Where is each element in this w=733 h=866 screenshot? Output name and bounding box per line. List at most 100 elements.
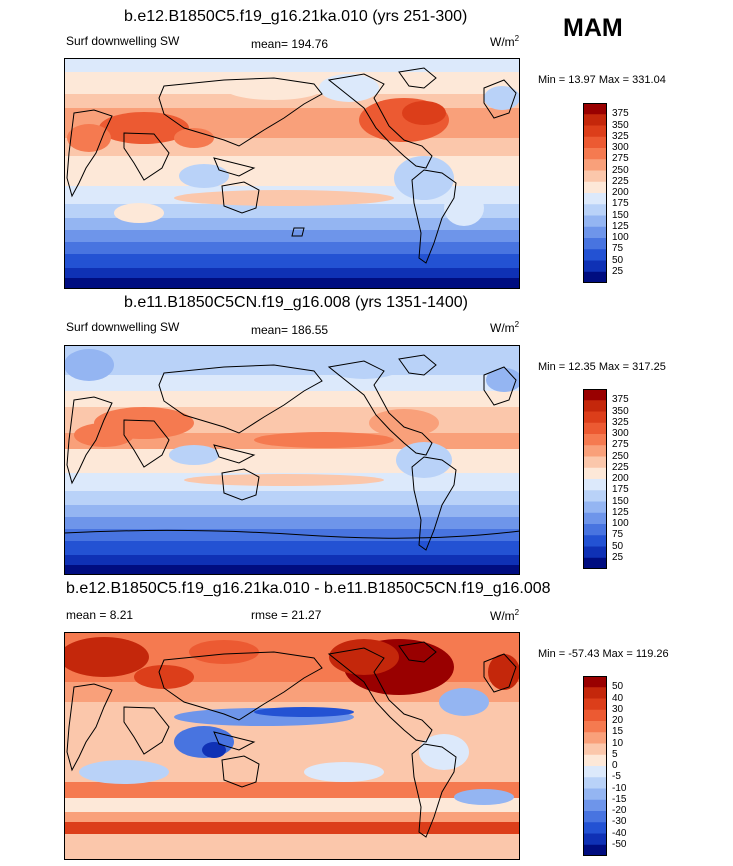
colorbar-swatch	[583, 389, 607, 401]
colorbar-tick-label: 100	[612, 518, 629, 529]
colorbar-tick-label: 275	[612, 153, 629, 165]
colorbar-swatch	[583, 799, 607, 812]
colorbar-swatch	[583, 204, 607, 216]
colorbar-tick-label: 375	[612, 394, 629, 406]
panel-2-units: W/m2	[490, 320, 520, 335]
colorbar-tick-label: 40	[612, 692, 624, 704]
colorbar-swatch	[583, 136, 607, 149]
colorbar-tick-label: 30	[612, 703, 624, 715]
colorbar-swatch	[583, 709, 607, 722]
panel-3-mean-label: mean = 8.21	[66, 608, 134, 622]
colorbar-swatch	[583, 400, 607, 412]
colorbar-tick-label: 300	[612, 142, 629, 153]
panel-2-map	[64, 345, 520, 575]
colorbar-swatch	[583, 687, 607, 699]
colorbar-swatch	[583, 524, 607, 536]
panel-2-colorbar	[583, 389, 607, 569]
colorbar-tick-label: 175	[612, 198, 629, 210]
panel-3-title: b.e12.B1850C5.f19_g16.21ka.010 - b.e11.B…	[66, 580, 551, 597]
colorbar-tick-label: 125	[612, 220, 629, 232]
colorbar-swatch	[583, 479, 607, 491]
colorbar-tick-label: 325	[612, 130, 629, 142]
colorbar-tick-label: 15	[612, 726, 624, 738]
colorbar-tick-label: -10	[612, 782, 627, 794]
colorbar-swatch	[583, 411, 607, 424]
colorbar-tick-label: 225	[612, 175, 629, 187]
colorbar-swatch	[583, 676, 607, 688]
colorbar-swatch	[583, 721, 607, 733]
colorbar-swatch	[583, 754, 607, 767]
colorbar-swatch	[583, 238, 607, 250]
panel-1-title: b.e12.B1850C5.f19_g16.21ka.010 (yrs 251-…	[124, 8, 468, 25]
colorbar-tick-label: -20	[612, 805, 627, 816]
colorbar-swatch	[583, 490, 607, 502]
colorbar-tick-label: 375	[612, 108, 629, 120]
colorbar-swatch	[583, 501, 607, 514]
colorbar-swatch	[583, 512, 607, 525]
panel-3-colorbar	[583, 676, 607, 856]
colorbar-tick-label: 125	[612, 506, 629, 518]
colorbar-tick-label: 0	[612, 760, 618, 771]
colorbar-tick-label: 75	[612, 529, 624, 541]
colorbar-swatch	[583, 271, 607, 283]
colorbar-swatch	[583, 445, 607, 457]
panel-3-rmse-label: rmse = 21.27	[251, 608, 322, 622]
colorbar-swatch	[583, 743, 607, 756]
colorbar-swatch	[583, 170, 607, 183]
colorbar-tick-label: 20	[612, 715, 624, 726]
colorbar-swatch	[583, 193, 607, 205]
panel-3-units: W/m2	[490, 608, 520, 623]
colorbar-tick-label: -40	[612, 827, 627, 839]
colorbar-tick-label: 250	[612, 450, 629, 462]
colorbar-tick-label: 325	[612, 416, 629, 428]
colorbar-swatch	[583, 546, 607, 559]
panel-1-min-max: Min = 13.97 Max = 331.04	[538, 74, 666, 86]
colorbar-tick-label: 350	[612, 405, 629, 417]
colorbar-swatch	[583, 125, 607, 138]
colorbar-tick-label: 10	[612, 737, 624, 749]
colorbar-tick-label: 175	[612, 484, 629, 496]
colorbar-swatch	[583, 467, 607, 480]
colorbar-swatch	[583, 766, 607, 778]
colorbar-swatch	[583, 226, 607, 239]
colorbar-swatch	[583, 456, 607, 469]
season-label: MAM	[563, 14, 623, 42]
colorbar-tick-label: 200	[612, 473, 629, 484]
colorbar-swatch	[583, 159, 607, 171]
panel-1-mean-label: mean= 194.76	[251, 37, 329, 51]
colorbar-tick-label: 50	[612, 540, 624, 552]
colorbar-tick-label: 50	[612, 681, 624, 693]
colorbar-swatch	[583, 777, 607, 789]
panel-1-colorbar	[583, 103, 607, 283]
colorbar-tick-label: 200	[612, 187, 629, 198]
colorbar-tick-label: 50	[612, 254, 624, 266]
colorbar-swatch	[583, 103, 607, 115]
colorbar-tick-label: 25	[612, 265, 624, 277]
colorbar-swatch	[583, 215, 607, 228]
colorbar-swatch	[583, 260, 607, 273]
colorbar-tick-label: -5	[612, 771, 621, 783]
panel-3-min-max: Min = -57.43 Max = 119.26	[538, 648, 669, 660]
colorbar-swatch	[583, 811, 607, 823]
colorbar-tick-label: 150	[612, 495, 629, 507]
colorbar-tick-label: 300	[612, 428, 629, 439]
colorbar-swatch	[583, 249, 607, 261]
colorbar-tick-label: 5	[612, 748, 618, 760]
panel-3-map	[64, 632, 520, 860]
panel-1-map	[64, 58, 520, 289]
colorbar-swatch	[583, 535, 607, 547]
panel-2-title: b.e11.B1850C5CN.f19_g16.008 (yrs 1351-14…	[124, 294, 468, 311]
panel-2-variable-label: Surf downwelling SW	[66, 320, 180, 334]
colorbar-swatch	[583, 844, 607, 856]
panel-2-mean-label: mean= 186.55	[251, 323, 329, 337]
colorbar-swatch	[583, 732, 607, 744]
colorbar-swatch	[583, 181, 607, 194]
colorbar-swatch	[583, 557, 607, 569]
colorbar-swatch	[583, 148, 607, 160]
colorbar-tick-label: 25	[612, 551, 624, 563]
panel-1-variable-label: Surf downwelling SW	[66, 34, 180, 48]
colorbar-tick-label: 350	[612, 119, 629, 131]
panel-1-units: W/m2	[490, 34, 520, 49]
colorbar-tick-label: 225	[612, 461, 629, 473]
colorbar-swatch	[583, 422, 607, 435]
